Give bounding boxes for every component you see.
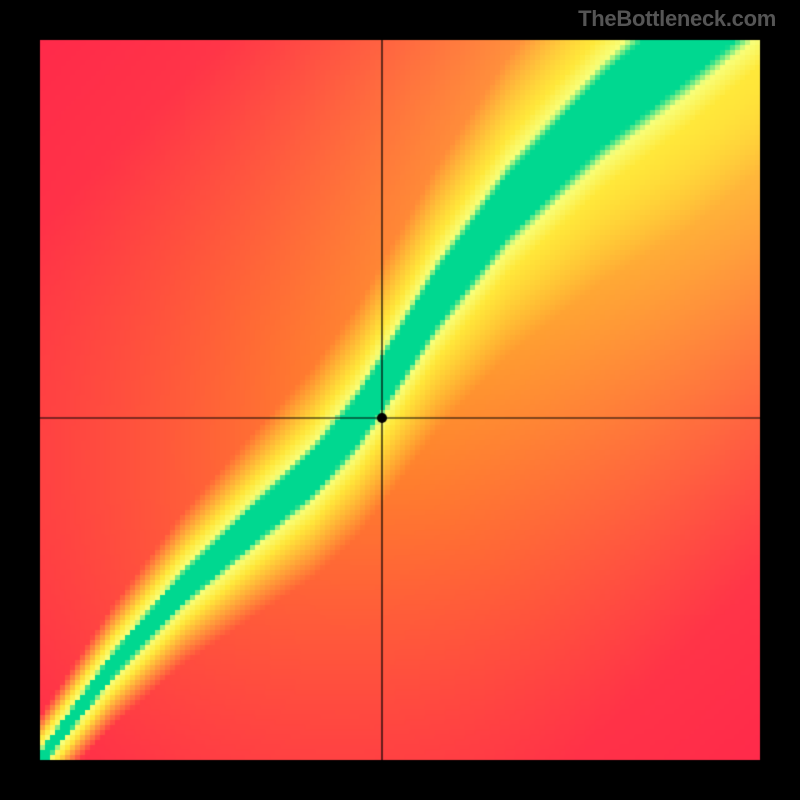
watermark-text: TheBottleneck.com [578, 6, 776, 32]
heatmap-canvas [0, 0, 800, 800]
chart-container: TheBottleneck.com [0, 0, 800, 800]
